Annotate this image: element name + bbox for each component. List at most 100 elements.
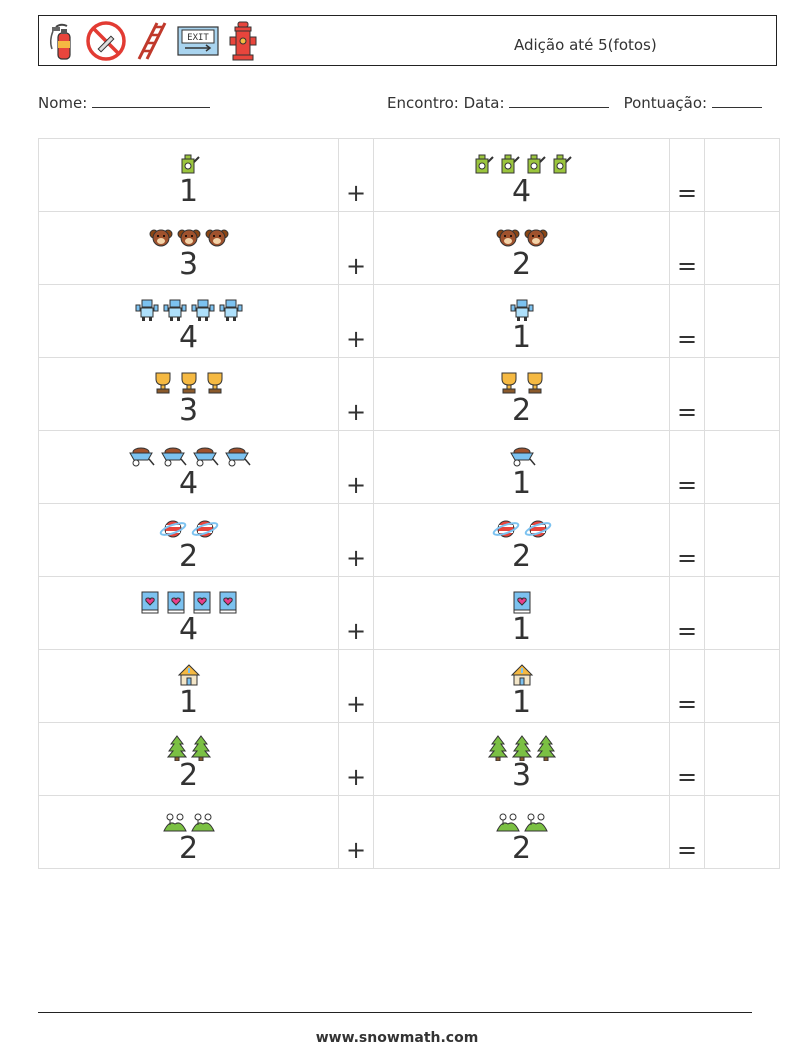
addend-a-cell: 2	[38, 722, 339, 796]
equals-sign: =	[676, 544, 698, 572]
book-icon	[165, 590, 187, 618]
hill-icon	[495, 810, 520, 836]
plus-sign: +	[345, 179, 367, 207]
plus-sign: +	[345, 471, 367, 499]
equals-sign: =	[676, 763, 698, 791]
equals-cell: =	[669, 795, 705, 869]
answer-cell[interactable]	[704, 722, 780, 796]
trophy-icon	[524, 371, 546, 399]
plus-cell: +	[338, 722, 374, 796]
robot-icon	[163, 298, 187, 326]
watering-can-icon	[524, 153, 546, 179]
addend-b: 1	[511, 320, 532, 355]
watering-can-icon	[472, 153, 494, 179]
plus-sign: +	[345, 544, 367, 572]
planet-icon	[159, 518, 187, 544]
problem-row: 4 +1 =	[38, 576, 780, 650]
problem-row: 2 +2 =	[38, 503, 780, 577]
addend-b: 1	[511, 685, 532, 720]
answer-cell[interactable]	[704, 357, 780, 431]
answer-cell[interactable]	[704, 284, 780, 358]
trophy-icon	[178, 371, 200, 399]
equals-sign: =	[676, 252, 698, 280]
addend-b: 2	[511, 393, 532, 428]
addend-a-cell: 4	[38, 284, 339, 358]
plus-cell: +	[338, 138, 374, 212]
problems-table: 1 +4 = 3 +2 = 4 +1 = 3 +2 = 4 +1 = 2 +2 = 4 +1 = 1 +1 = 2 +3 = 2 +2 =	[38, 138, 780, 869]
house-icon	[177, 663, 201, 691]
addend-b-cell: 1	[373, 430, 670, 504]
answer-cell[interactable]	[704, 430, 780, 504]
equals-cell: =	[669, 284, 705, 358]
plus-sign: +	[345, 690, 367, 718]
equals-sign: =	[676, 179, 698, 207]
picture-group	[162, 812, 215, 834]
score-blank[interactable]	[711, 95, 762, 108]
plus-sign: +	[345, 617, 367, 645]
wheelbarrow-icon	[191, 445, 219, 471]
trophy-icon	[498, 371, 520, 399]
picture-group	[152, 371, 226, 399]
addend-a: 2	[178, 539, 199, 574]
addend-b: 1	[511, 466, 532, 501]
addend-a: 4	[178, 612, 199, 647]
wheelbarrow-icon	[508, 445, 536, 471]
fire-hydrant-icon	[227, 20, 259, 62]
robot-icon	[219, 298, 243, 326]
robot-icon	[510, 298, 534, 326]
book-icon	[511, 590, 533, 618]
picture-group	[510, 298, 534, 326]
problem-row: 1 +1 =	[38, 649, 780, 723]
plus-sign: +	[345, 252, 367, 280]
equals-cell: =	[669, 576, 705, 650]
plus-sign: +	[345, 325, 367, 353]
addend-a: 3	[178, 393, 199, 428]
addend-b-cell: 1	[373, 576, 670, 650]
addend-b-cell: 2	[373, 795, 670, 869]
addend-a: 4	[178, 320, 199, 355]
problem-row: 2 +2 =	[38, 795, 780, 869]
plus-cell: +	[338, 503, 374, 577]
answer-cell[interactable]	[704, 576, 780, 650]
name-blank[interactable]	[92, 95, 211, 108]
addend-a-cell: 1	[38, 649, 339, 723]
addend-a: 3	[178, 247, 199, 282]
date-score-field: Encontro: Data: Pontuação:	[387, 94, 762, 112]
date-blank[interactable]	[509, 95, 610, 108]
addend-b: 2	[511, 247, 532, 282]
picture-group	[139, 590, 239, 618]
picture-group	[166, 735, 211, 762]
teddy-bear-icon	[177, 227, 201, 251]
addend-a-cell: 4	[38, 576, 339, 650]
problem-row: 3 +2 =	[38, 211, 780, 285]
worksheet-title: Adição até 5(fotos)	[514, 36, 657, 54]
equals-cell: =	[669, 357, 705, 431]
addend-b-cell: 1	[373, 649, 670, 723]
addend-b: 2	[511, 539, 532, 574]
addend-b: 3	[511, 758, 532, 793]
picture-group	[492, 520, 552, 542]
picture-group	[511, 590, 533, 618]
addend-b-cell: 3	[373, 722, 670, 796]
picture-group	[498, 371, 546, 399]
hill-icon	[523, 810, 548, 836]
picture-group	[487, 735, 556, 762]
picture-group	[178, 154, 200, 177]
header-icons: EXIT	[47, 21, 259, 61]
problem-row: 4 +1 =	[38, 430, 780, 504]
answer-cell[interactable]	[704, 795, 780, 869]
problem-row: 3 +2 =	[38, 357, 780, 431]
answer-cell[interactable]	[704, 211, 780, 285]
answer-cell[interactable]	[704, 138, 780, 212]
answer-cell[interactable]	[704, 649, 780, 723]
watering-can-icon	[550, 153, 572, 179]
equals-cell: =	[669, 430, 705, 504]
picture-group	[149, 228, 229, 250]
plus-cell: +	[338, 649, 374, 723]
answer-cell[interactable]	[704, 503, 780, 577]
addend-a: 1	[178, 174, 199, 209]
ladder-icon	[135, 21, 169, 61]
worksheet-header: EXIT Adição até 5(fotos)	[38, 15, 777, 66]
no-smoking-icon	[85, 20, 127, 62]
problem-row: 1 +4 =	[38, 138, 780, 212]
